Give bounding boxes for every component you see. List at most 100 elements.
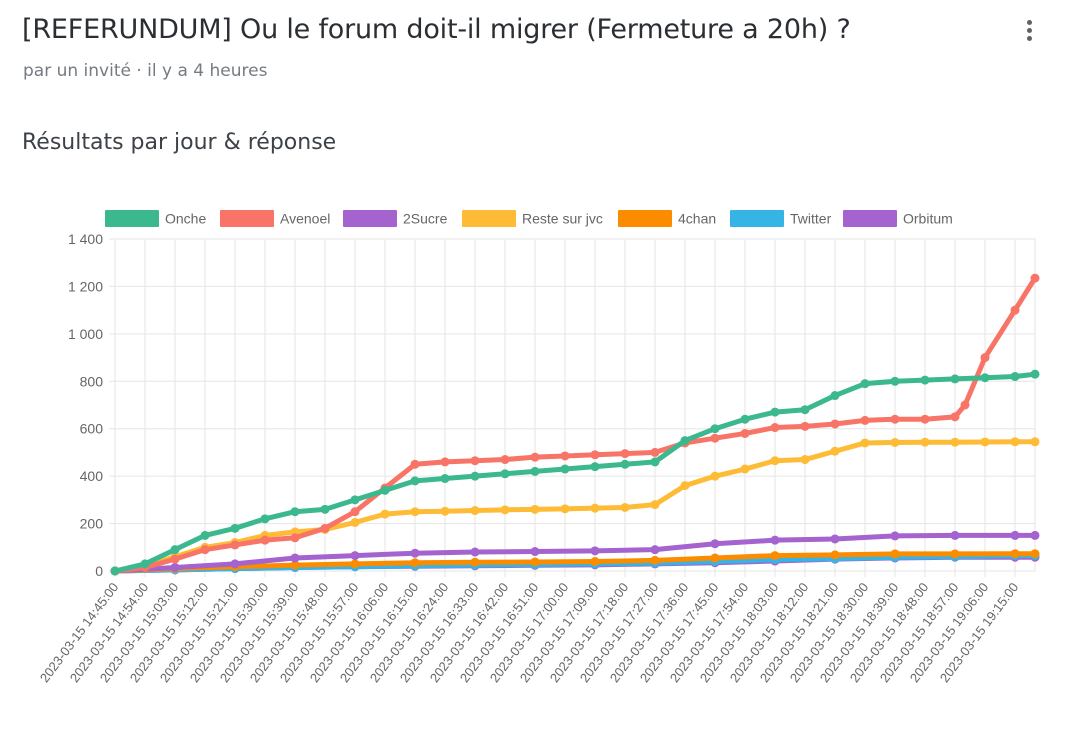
data-point [1010, 530, 1020, 540]
data-point [230, 540, 240, 550]
data-point [170, 545, 180, 555]
data-point [590, 503, 600, 513]
data-point [1030, 437, 1040, 447]
data-point [950, 549, 960, 559]
data-point [830, 550, 840, 560]
y-tick-label: 1 400 [68, 231, 103, 247]
data-point [800, 455, 810, 465]
data-point [500, 505, 510, 515]
y-tick-label: 200 [80, 516, 104, 532]
data-point [650, 500, 660, 510]
data-point [620, 459, 630, 469]
data-point [890, 414, 900, 424]
data-point [1010, 437, 1020, 447]
data-point [950, 374, 960, 384]
data-point [830, 419, 840, 429]
data-point [770, 407, 780, 417]
y-axis: 0 200 400 600 800 1 000 1 200 1 400 [68, 231, 103, 579]
data-point [650, 545, 660, 555]
legend-swatch [462, 210, 516, 227]
data-point [770, 423, 780, 433]
data-point [350, 517, 360, 527]
legend-label: 2Sucre [403, 211, 448, 227]
data-point [170, 554, 180, 564]
data-point [920, 375, 930, 385]
data-point [440, 457, 450, 467]
data-point [680, 436, 690, 446]
data-point [260, 535, 270, 545]
data-point [740, 414, 750, 424]
data-point [620, 449, 630, 459]
y-tick-label: 800 [80, 373, 104, 389]
y-tick-label: 400 [80, 468, 104, 484]
data-point [290, 553, 300, 563]
data-point [560, 504, 570, 514]
data-point [710, 424, 720, 434]
data-point [1030, 273, 1040, 283]
data-point [860, 438, 870, 448]
data-point [800, 421, 810, 431]
data-point [920, 414, 930, 424]
page-title: [REFERUNDUM] Ou le forum doit-il migrer … [22, 14, 851, 45]
data-point [530, 504, 540, 514]
y-tick-label: 600 [80, 421, 104, 437]
data-point [830, 534, 840, 544]
data-point [1010, 372, 1020, 382]
data-point [950, 412, 960, 422]
data-point [710, 539, 720, 549]
data-point [470, 557, 480, 567]
data-point [590, 546, 600, 556]
chart-legend: Onche Avenoel 2Sucre Reste sur jvc 4chan Twit… [105, 210, 953, 227]
data-point [950, 437, 960, 447]
data-point [710, 471, 720, 481]
data-point [650, 457, 660, 467]
data-point [410, 558, 420, 568]
data-point [530, 466, 540, 476]
data-point [140, 559, 150, 569]
series-line [112, 275, 1038, 574]
data-point [680, 481, 690, 491]
data-point [350, 507, 360, 517]
data-point [290, 560, 300, 570]
series-line [112, 439, 1038, 574]
series-avenoel [110, 273, 1040, 576]
legend-swatch [618, 210, 672, 227]
data-point [1030, 549, 1040, 559]
data-point [830, 391, 840, 401]
data-point [650, 447, 660, 457]
data-point [980, 437, 990, 447]
data-point [350, 551, 360, 561]
legend-label: 4chan [678, 211, 716, 227]
data-point [200, 530, 210, 540]
data-point [770, 535, 780, 545]
data-point [290, 533, 300, 543]
data-point [530, 452, 540, 462]
legend-swatch [220, 210, 274, 227]
data-point [230, 559, 240, 569]
data-point [920, 437, 930, 447]
data-point [860, 379, 870, 389]
data-point [710, 433, 720, 443]
data-point [110, 566, 120, 576]
data-point [620, 502, 630, 512]
data-point [500, 455, 510, 465]
legend-swatch [730, 210, 784, 227]
data-point [410, 507, 420, 517]
data-point [590, 450, 600, 460]
legend-label: Reste sur jvc [522, 211, 603, 227]
more-vertical-icon[interactable] [1019, 18, 1041, 44]
data-point [1010, 549, 1020, 559]
legend-label: Orbitum [903, 211, 953, 227]
data-point [590, 462, 600, 472]
data-point [200, 545, 210, 555]
data-point [890, 531, 900, 541]
section-title: Résultats par jour & réponse [22, 130, 337, 155]
data-point [950, 530, 960, 540]
data-point [740, 464, 750, 474]
y-tick-label: 1 200 [68, 278, 103, 294]
data-point [530, 557, 540, 567]
data-point [980, 353, 990, 363]
data-point [860, 415, 870, 425]
series-4chan [110, 549, 1040, 576]
y-tick-label: 0 [95, 563, 103, 579]
